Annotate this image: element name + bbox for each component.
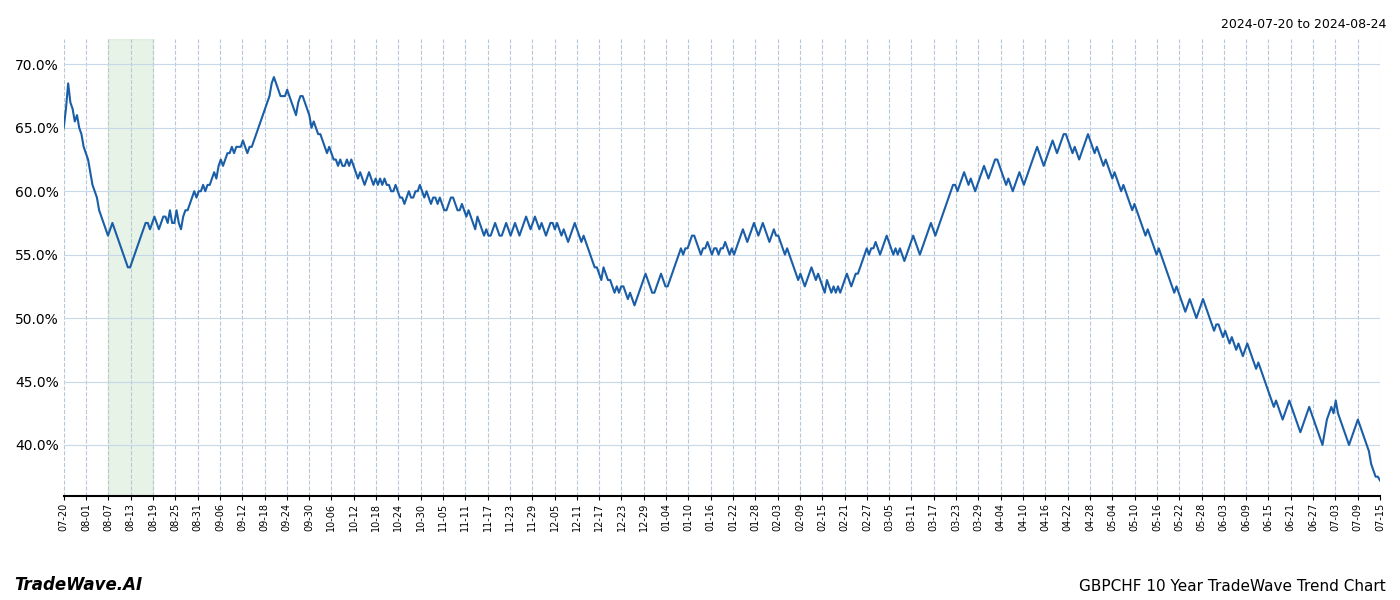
Text: 2024-07-20 to 2024-08-24: 2024-07-20 to 2024-08-24 — [1221, 18, 1386, 31]
Text: TradeWave.AI: TradeWave.AI — [14, 576, 143, 594]
Text: GBPCHF 10 Year TradeWave Trend Chart: GBPCHF 10 Year TradeWave Trend Chart — [1079, 579, 1386, 594]
Bar — [108, 39, 153, 496]
